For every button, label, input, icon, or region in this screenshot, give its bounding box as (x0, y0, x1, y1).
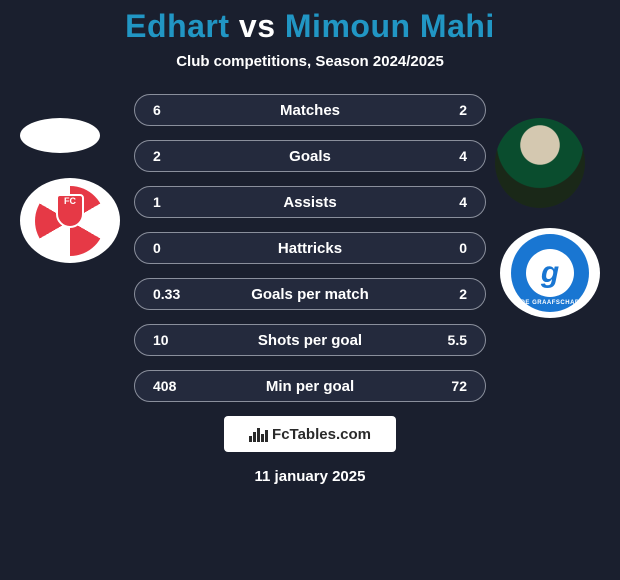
stat-right-value: 5.5 (407, 332, 485, 348)
player2-club-logo: g DE GRAAFSCHAP (500, 228, 600, 318)
club-left-fc-text: FC (64, 196, 76, 206)
stat-left-value: 6 (135, 102, 213, 118)
stat-label: Matches (213, 102, 407, 119)
stats-container: 6 Matches 2 2 Goals 4 1 Assists 4 0 Hatt… (134, 94, 486, 402)
stat-right-value: 4 (407, 194, 485, 210)
stat-left-value: 2 (135, 148, 213, 164)
stat-right-value: 2 (407, 286, 485, 302)
subtitle: Club competitions, Season 2024/2025 (0, 53, 620, 70)
stat-right-value: 2 (407, 102, 485, 118)
stat-label: Goals per match (213, 286, 407, 303)
stat-label: Assists (213, 194, 407, 211)
club-right-ring-text: DE GRAAFSCHAP (521, 300, 580, 306)
stat-row: 408 Min per goal 72 (134, 370, 486, 402)
vs-label: vs (239, 8, 276, 44)
stat-left-value: 0.33 (135, 286, 213, 302)
player2-name: Mimoun Mahi (285, 8, 495, 44)
stat-left-value: 1 (135, 194, 213, 210)
player1-avatar (20, 118, 100, 153)
stat-label: Hattricks (213, 240, 407, 257)
stat-label: Goals (213, 148, 407, 165)
stat-label: Shots per goal (213, 332, 407, 349)
player1-name: Edhart (125, 8, 229, 44)
stat-row: 0 Hattricks 0 (134, 232, 486, 264)
stat-right-value: 0 (407, 240, 485, 256)
stat-row: 0.33 Goals per match 2 (134, 278, 486, 310)
stat-row: 6 Matches 2 (134, 94, 486, 126)
stat-right-value: 4 (407, 148, 485, 164)
stat-row: 2 Goals 4 (134, 140, 486, 172)
stat-right-value: 72 (407, 378, 485, 394)
player1-club-logo: FC (20, 178, 120, 263)
club-right-g: g (526, 249, 574, 297)
fctables-badge[interactable]: FcTables.com (224, 416, 396, 452)
player2-avatar (495, 118, 585, 208)
stat-label: Min per goal (213, 378, 407, 395)
stat-left-value: 10 (135, 332, 213, 348)
stat-left-value: 0 (135, 240, 213, 256)
comparison-date: 11 january 2025 (0, 468, 620, 485)
stat-left-value: 408 (135, 378, 213, 394)
fctables-bars-icon (249, 426, 268, 442)
fctables-brand-text: FcTables.com (272, 426, 371, 443)
comparison-title: Edhart vs Mimoun Mahi (0, 0, 620, 45)
stat-row: 10 Shots per goal 5.5 (134, 324, 486, 356)
stat-row: 1 Assists 4 (134, 186, 486, 218)
